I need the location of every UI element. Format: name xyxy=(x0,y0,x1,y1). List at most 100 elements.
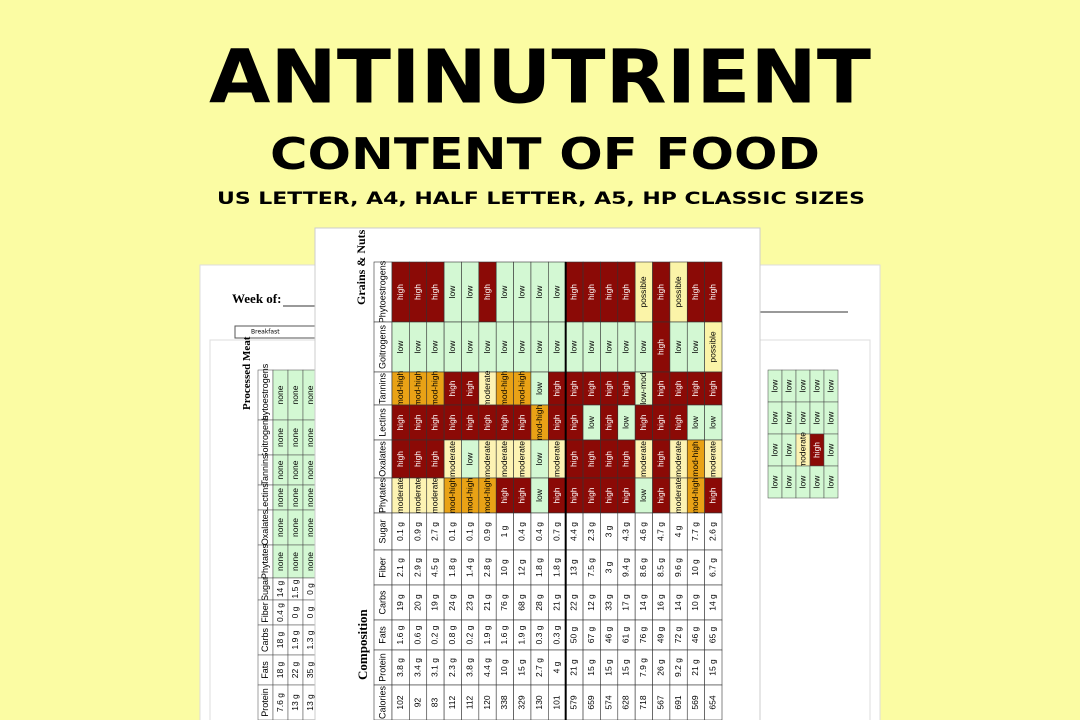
cell-text: 1.8 g xyxy=(447,558,457,577)
column-label: Fats xyxy=(260,661,270,679)
cell-text: low xyxy=(569,340,579,354)
column-label: Tannins xyxy=(260,454,270,486)
cell-text: 21 g xyxy=(551,594,561,611)
cell-text: moderate xyxy=(517,441,527,477)
cell-text: 76 g xyxy=(638,626,648,643)
cell-text: 46 g xyxy=(690,626,700,643)
cell-text: possible xyxy=(673,276,683,307)
cell-text: 13 g xyxy=(569,559,579,576)
cell-text: moderate xyxy=(638,441,648,477)
cell-text: 0.4 g xyxy=(534,522,544,541)
cell-text: high xyxy=(708,487,718,503)
cell-text: high xyxy=(621,451,631,467)
cell-text: none xyxy=(290,488,300,507)
cell-text: 0 g xyxy=(305,606,315,618)
cell-text: moderate xyxy=(551,441,561,477)
cell-text: high xyxy=(621,487,631,503)
cell-text: low xyxy=(464,452,474,466)
cell-text: high xyxy=(603,487,613,503)
cell-text: high xyxy=(655,284,665,300)
cell-text: 15 g xyxy=(621,659,631,676)
cell-text: high xyxy=(430,414,440,430)
cell-text: low xyxy=(534,381,544,395)
cell-text: 0.3 g xyxy=(551,625,561,644)
cell-text: low xyxy=(534,285,544,299)
cell-text: low xyxy=(517,340,527,354)
cell-text: 691 xyxy=(673,695,683,709)
cell-text: high xyxy=(673,414,683,430)
cell-text: 12 g xyxy=(517,559,527,576)
cell-text: 50 g xyxy=(569,626,579,643)
cell-text: high xyxy=(569,380,579,396)
cell-text: 0.1 g xyxy=(464,522,474,541)
cell-text: high xyxy=(655,414,665,430)
cell-text: low xyxy=(673,340,683,354)
cell-text: 9.2 g xyxy=(673,658,683,677)
cell-text: 2.7 g xyxy=(534,658,544,677)
cell-text: 8.6 g xyxy=(638,558,648,577)
cell-text: 10 g xyxy=(499,559,509,576)
cell-text: 1.8 g xyxy=(551,558,561,577)
cell-text: low xyxy=(783,475,793,489)
cell-text: 0.9 g xyxy=(482,522,492,541)
cell-text: 3.8 g xyxy=(464,658,474,677)
cell-text: low xyxy=(412,340,422,354)
cell-text: moderate xyxy=(673,477,683,513)
cell-text: 83 xyxy=(430,698,440,708)
cell-text: 4.5 g xyxy=(430,558,440,577)
cell-text: 22 g xyxy=(290,661,300,678)
cell-text: 15 g xyxy=(708,659,718,676)
cell-text: high xyxy=(551,487,561,503)
cell xyxy=(823,465,839,499)
cell-text: none xyxy=(305,488,315,507)
cell-text: low xyxy=(769,411,779,425)
cell-text: high xyxy=(690,284,700,300)
cell-text: low xyxy=(534,452,544,466)
cell-text: high xyxy=(517,414,527,430)
cell-text: 0.2 g xyxy=(464,625,474,644)
cell-text: low-mod xyxy=(638,372,648,404)
cell-text: low xyxy=(482,340,492,354)
cell-text: 8.5 g xyxy=(655,558,665,577)
cell-text: 2.8 g xyxy=(482,558,492,577)
row-label: Oxalates xyxy=(377,441,387,477)
cell-text: 33 g xyxy=(603,594,613,611)
column-label: Lectins xyxy=(260,483,270,512)
cell-text: 2.7 g xyxy=(430,522,440,541)
cell-text: low xyxy=(551,285,561,299)
cell-text: mod-high xyxy=(430,371,440,407)
cell-text: 112 xyxy=(464,695,474,709)
cell-text: 2.1 g xyxy=(395,558,405,577)
cell-text: moderate xyxy=(430,477,440,513)
cell-text: high xyxy=(586,284,596,300)
cell-text: 130 xyxy=(534,695,544,709)
column-label: Phytoestrogens xyxy=(260,363,270,426)
cell-text: low xyxy=(811,411,821,425)
cell-text: 16 g xyxy=(655,594,665,611)
cell-text: low xyxy=(825,379,835,393)
cell-text: 1.9 g xyxy=(290,630,300,649)
cell-text: high xyxy=(464,380,474,396)
cell-text: 28 g xyxy=(534,594,544,611)
column-label: Sugar xyxy=(260,577,270,601)
cell-text: 338 xyxy=(499,695,509,709)
cell-text: high xyxy=(569,487,579,503)
row-label: Fiber xyxy=(377,557,387,578)
cell-text: mod-high xyxy=(690,441,700,477)
cell-text: high xyxy=(690,380,700,396)
column-label: Carbs xyxy=(260,628,270,653)
cell-text: 4.6 g xyxy=(638,522,648,541)
cell-text: mod-high xyxy=(395,371,405,407)
group-title: Composition xyxy=(355,608,370,680)
cell-text: low xyxy=(603,340,613,354)
column-label: Oxalates xyxy=(260,509,270,545)
cell-text: low xyxy=(769,475,779,489)
cell-text: 0.1 g xyxy=(447,522,457,541)
cell-text: none xyxy=(290,460,300,479)
cell-text: high xyxy=(655,451,665,467)
cell-text: none xyxy=(305,518,315,537)
cell-text: low xyxy=(769,379,779,393)
cell-text: high xyxy=(412,414,422,430)
row-label: Goitrogens xyxy=(377,324,387,369)
